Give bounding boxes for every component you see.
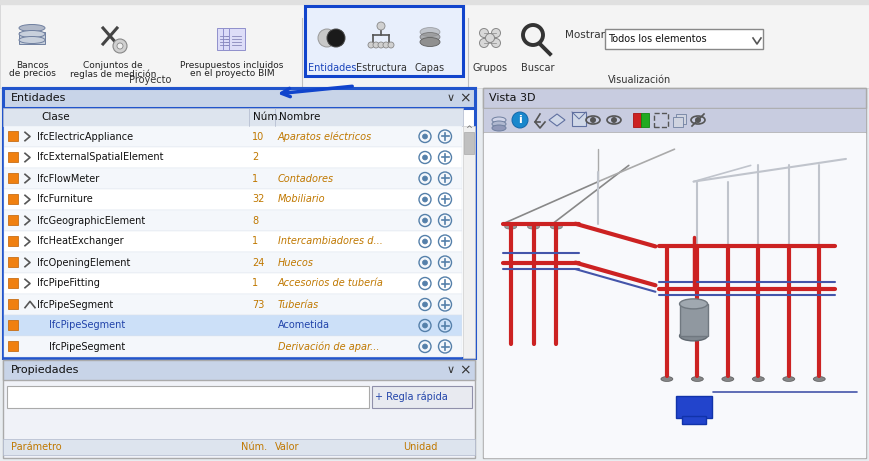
Text: ∨: ∨ <box>447 365 455 375</box>
Text: Vista 3D: Vista 3D <box>489 93 535 103</box>
Text: de precios: de precios <box>9 70 56 78</box>
FancyBboxPatch shape <box>8 257 18 267</box>
Circle shape <box>422 323 428 328</box>
Circle shape <box>422 281 428 286</box>
Ellipse shape <box>813 377 826 382</box>
FancyBboxPatch shape <box>3 439 475 455</box>
Text: 32: 32 <box>252 195 264 205</box>
Text: Propiedades: Propiedades <box>11 365 79 375</box>
Text: Núm.: Núm. <box>241 442 267 452</box>
Circle shape <box>422 155 428 160</box>
Circle shape <box>117 43 123 49</box>
Text: Mostrar: Mostrar <box>565 30 605 40</box>
Text: Accesorios de tubería: Accesorios de tubería <box>278 278 384 289</box>
FancyBboxPatch shape <box>8 236 18 246</box>
Circle shape <box>422 176 428 181</box>
Text: Proyecto: Proyecto <box>129 75 171 85</box>
Text: ×: × <box>459 91 471 105</box>
Ellipse shape <box>492 121 506 127</box>
Text: Derivación de apar...: Derivación de apar... <box>278 341 380 352</box>
FancyBboxPatch shape <box>8 341 18 351</box>
Text: ∨: ∨ <box>447 93 455 103</box>
FancyBboxPatch shape <box>641 113 649 127</box>
Circle shape <box>113 39 127 53</box>
Ellipse shape <box>19 24 45 31</box>
Text: Capas: Capas <box>415 63 445 73</box>
Text: Presupuestos incluidos: Presupuestos incluidos <box>180 61 283 71</box>
Circle shape <box>422 134 428 139</box>
FancyBboxPatch shape <box>217 28 233 50</box>
Text: 2: 2 <box>252 153 258 162</box>
FancyBboxPatch shape <box>673 117 683 127</box>
Ellipse shape <box>661 377 673 382</box>
Text: ^: ^ <box>466 125 473 135</box>
Text: reglas de medición: reglas de medición <box>70 69 156 79</box>
Circle shape <box>590 117 596 123</box>
FancyBboxPatch shape <box>633 113 641 127</box>
Ellipse shape <box>722 377 733 382</box>
FancyBboxPatch shape <box>8 278 18 288</box>
Circle shape <box>611 117 617 123</box>
Circle shape <box>327 29 345 47</box>
Text: IfcElectricAppliance: IfcElectricAppliance <box>37 131 133 142</box>
Text: Entidades: Entidades <box>11 93 66 103</box>
Text: Estructura: Estructura <box>355 63 407 73</box>
FancyBboxPatch shape <box>4 189 462 210</box>
Text: Bancos: Bancos <box>16 61 49 71</box>
FancyBboxPatch shape <box>3 88 475 358</box>
FancyBboxPatch shape <box>8 131 18 141</box>
Text: 8: 8 <box>252 215 258 225</box>
Circle shape <box>318 29 336 47</box>
Text: IfcExternalSpatialElement: IfcExternalSpatialElement <box>37 153 163 162</box>
Text: en el proyecto BIM: en el proyecto BIM <box>189 70 275 78</box>
FancyBboxPatch shape <box>0 0 869 4</box>
Circle shape <box>512 112 528 128</box>
Polygon shape <box>549 114 565 126</box>
Text: 1: 1 <box>252 173 258 183</box>
Text: Conjuntos de: Conjuntos de <box>83 61 143 71</box>
FancyBboxPatch shape <box>483 108 866 132</box>
Ellipse shape <box>492 125 506 131</box>
Ellipse shape <box>19 36 45 43</box>
FancyBboxPatch shape <box>4 168 462 189</box>
Circle shape <box>388 42 394 48</box>
Text: + Regla rápida: + Regla rápida <box>375 392 448 402</box>
Text: IfcPipeSegment: IfcPipeSegment <box>49 342 125 351</box>
Circle shape <box>492 29 501 37</box>
FancyBboxPatch shape <box>4 336 462 357</box>
Circle shape <box>695 117 701 123</box>
Text: Todos los elementos: Todos los elementos <box>608 34 706 44</box>
Text: Parámetro: Parámetro <box>11 442 62 452</box>
FancyBboxPatch shape <box>3 360 475 458</box>
Circle shape <box>377 22 385 30</box>
FancyBboxPatch shape <box>4 231 462 252</box>
FancyBboxPatch shape <box>676 114 686 124</box>
Text: Clase: Clase <box>41 112 70 122</box>
Text: ×: × <box>459 363 471 377</box>
FancyBboxPatch shape <box>4 147 462 168</box>
Text: Tuberías: Tuberías <box>278 300 319 309</box>
FancyBboxPatch shape <box>463 126 475 358</box>
Ellipse shape <box>19 30 45 37</box>
Text: Nombre: Nombre <box>279 112 321 122</box>
FancyBboxPatch shape <box>8 215 18 225</box>
Circle shape <box>486 34 494 42</box>
Ellipse shape <box>680 331 707 341</box>
Text: IfcHeatExchanger: IfcHeatExchanger <box>37 236 123 247</box>
Text: Grupos: Grupos <box>473 63 507 73</box>
Text: 24: 24 <box>252 258 264 267</box>
Text: Visualización: Visualización <box>608 75 672 85</box>
Text: Acometida: Acometida <box>278 320 330 331</box>
Text: i: i <box>518 115 522 125</box>
Circle shape <box>422 302 428 307</box>
FancyBboxPatch shape <box>483 88 866 458</box>
Ellipse shape <box>680 299 707 309</box>
FancyBboxPatch shape <box>3 360 475 380</box>
Text: 10: 10 <box>252 131 264 142</box>
Text: IfcFlowMeter: IfcFlowMeter <box>37 173 99 183</box>
Circle shape <box>373 42 379 48</box>
Text: Aparatos eléctricos: Aparatos eléctricos <box>278 131 372 142</box>
Text: Buscar: Buscar <box>521 63 554 73</box>
Ellipse shape <box>492 117 506 123</box>
